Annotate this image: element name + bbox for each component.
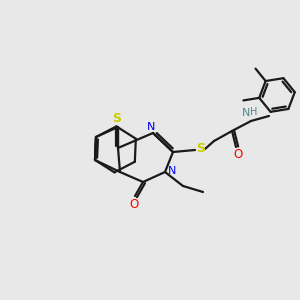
- Text: S: S: [196, 142, 206, 154]
- Text: H: H: [250, 107, 258, 117]
- Text: S: S: [112, 112, 122, 124]
- Text: N: N: [147, 122, 155, 132]
- Text: O: O: [129, 197, 139, 211]
- Text: N: N: [242, 108, 250, 118]
- Text: N: N: [168, 166, 176, 176]
- Text: O: O: [233, 148, 243, 160]
